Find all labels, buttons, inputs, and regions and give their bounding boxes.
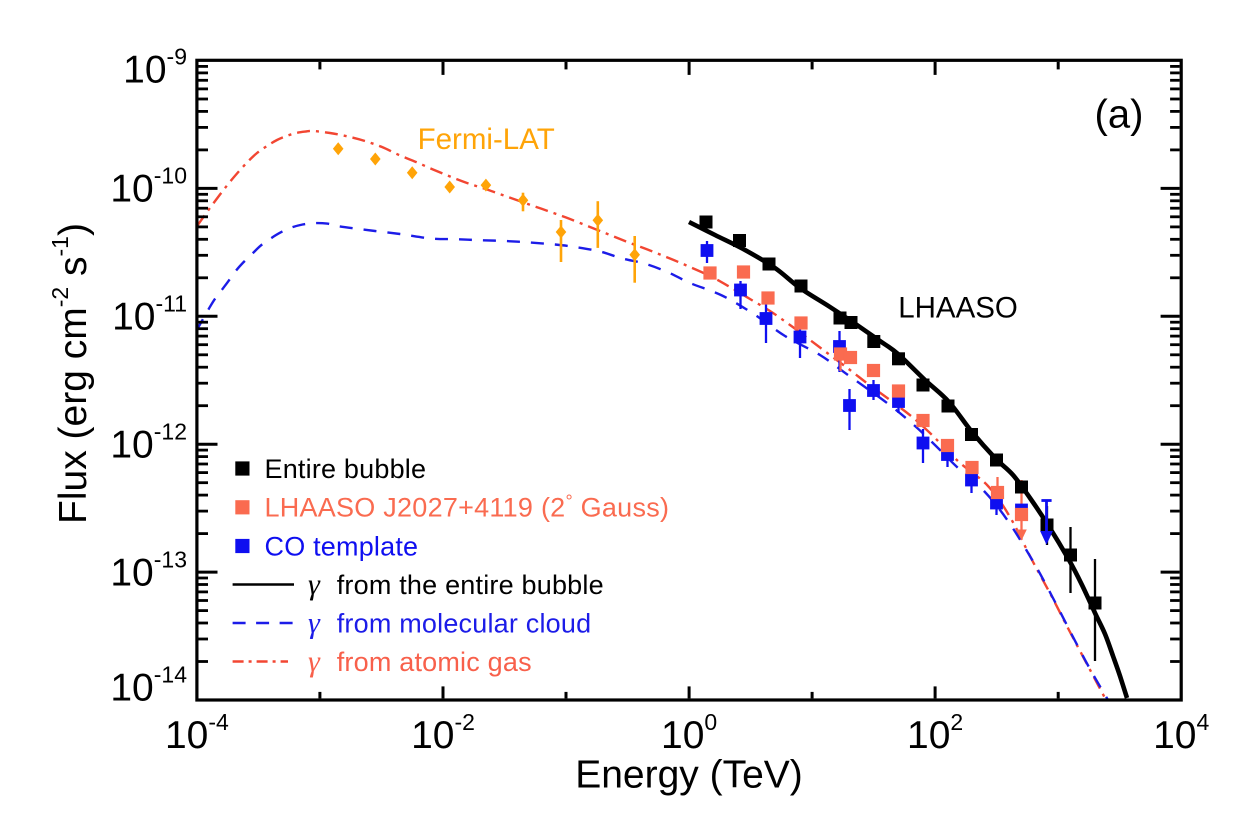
svg-text:Entire bubble: Entire bubble	[265, 454, 427, 484]
svg-text:γ from the entire bubble: γ from the entire bubble	[308, 568, 604, 601]
svg-text:Flux (erg cm-2 s-1): Flux (erg cm-2 s-1)	[47, 223, 95, 524]
svg-text:γ from molecular cloud: γ from molecular cloud	[308, 606, 591, 639]
svg-text:102: 102	[907, 709, 963, 757]
svg-text:CO template: CO template	[265, 531, 419, 561]
svg-text:γ from atomic gas: γ from atomic gas	[308, 645, 532, 678]
svg-text:LHAASO J2027+4119 (2° Gauss): LHAASO J2027+4119 (2° Gauss)	[265, 492, 670, 523]
svg-text:Energy (TeV): Energy (TeV)	[575, 754, 803, 797]
svg-text:Fermi-LAT: Fermi-LAT	[418, 123, 555, 156]
svg-text:(a): (a)	[1095, 93, 1144, 137]
svg-text:LHAASO: LHAASO	[898, 291, 1018, 324]
